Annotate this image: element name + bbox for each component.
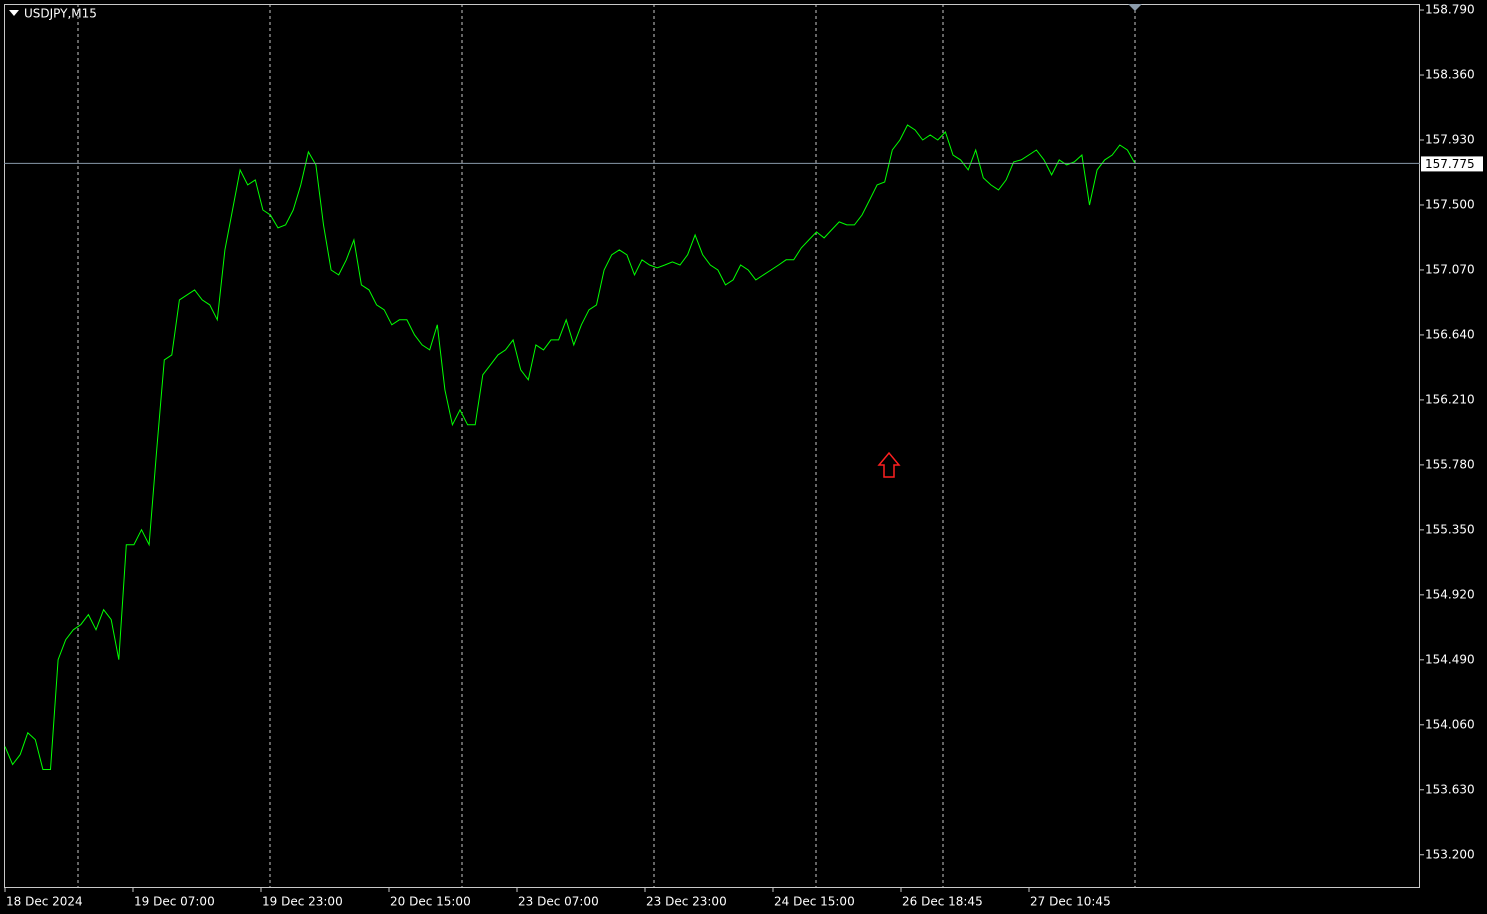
- y-tick-label: 155.350: [1425, 522, 1475, 536]
- y-tick-label: 156.210: [1425, 392, 1475, 406]
- y-tick-label: 157.500: [1425, 197, 1475, 211]
- y-tick-label: 155.780: [1425, 457, 1475, 471]
- current-price-box: [1421, 156, 1483, 172]
- y-tick-label: 157.070: [1425, 262, 1475, 276]
- current-price-label: 157.775: [1425, 157, 1475, 171]
- y-tick-label: 154.060: [1425, 717, 1475, 731]
- x-tick-label: 19 Dec 07:00: [134, 895, 215, 909]
- x-tick-label: 19 Dec 23:00: [262, 895, 343, 909]
- x-tick-label: 20 Dec 15:00: [390, 895, 471, 909]
- y-tick-label: 153.630: [1425, 782, 1475, 796]
- y-tick-label: 157.930: [1425, 133, 1475, 147]
- y-tick-label: 153.200: [1425, 847, 1475, 861]
- chart-title: USDJPY,M15: [24, 7, 97, 21]
- x-tick-label: 23 Dec 23:00: [646, 895, 727, 909]
- y-tick-label: 158.360: [1425, 68, 1475, 82]
- buy-arrow[interactable]: [877, 451, 901, 478]
- x-tick-label: 26 Dec 18:45: [902, 895, 983, 909]
- plot-frame: [4, 4, 1420, 888]
- x-tick-label: 27 Dec 10:45: [1030, 895, 1111, 909]
- y-tick-label: 154.920: [1425, 587, 1475, 601]
- y-tick-label: 154.490: [1425, 652, 1475, 666]
- y-tick-label: 156.640: [1425, 327, 1475, 341]
- menu-triangle[interactable]: [9, 10, 19, 16]
- x-tick-label: 18 Dec 2024: [6, 895, 83, 909]
- x-tick-label: 23 Dec 07:00: [518, 895, 599, 909]
- shift-marker: [1128, 4, 1142, 11]
- y-tick-label: 158.790: [1425, 3, 1475, 17]
- x-tick-label: 24 Dec 15:00: [774, 895, 855, 909]
- price-line: [4, 124, 1136, 770]
